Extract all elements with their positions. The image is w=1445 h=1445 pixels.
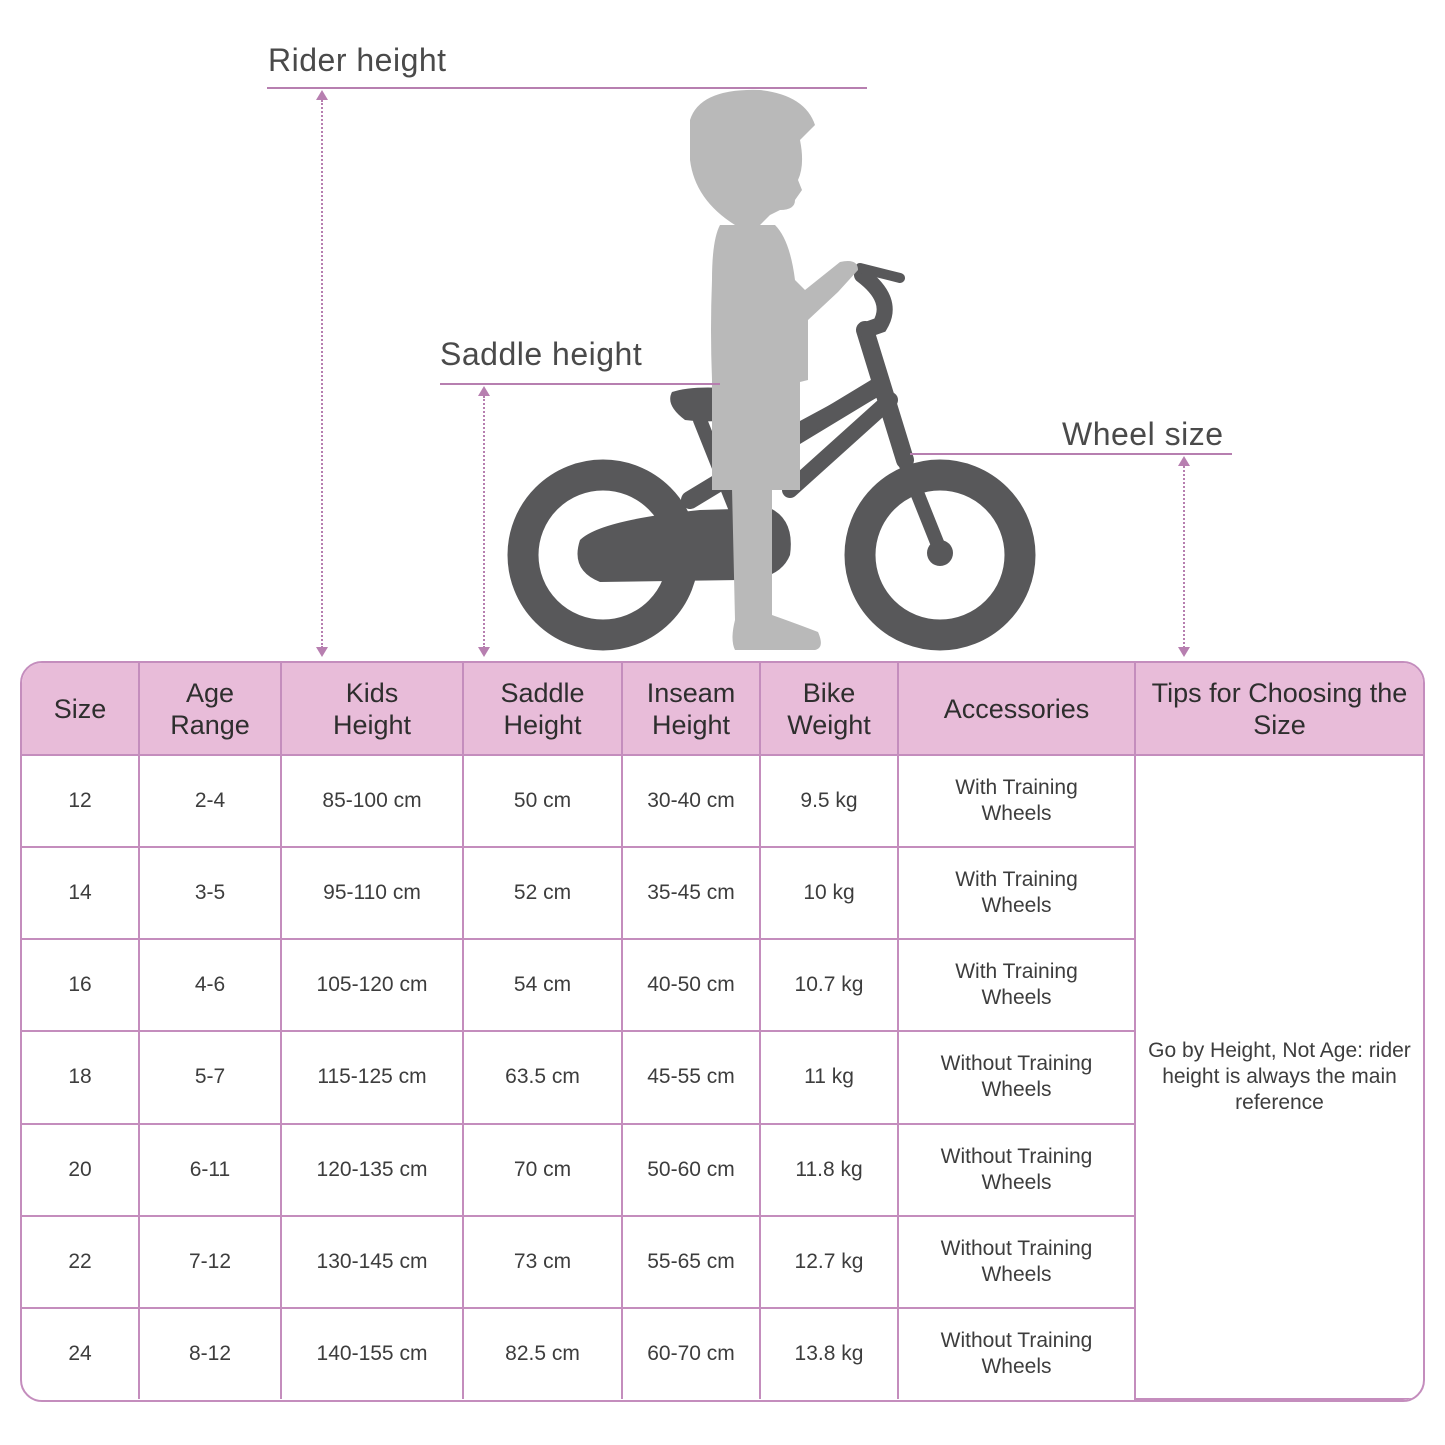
cell-age-range: 3-5 [138, 846, 282, 941]
cell-age-range: 5-7 [138, 1030, 282, 1125]
cell-age-range: 6-11 [138, 1122, 282, 1217]
cell-kids-height: 120-135 cm [280, 1122, 464, 1217]
table-row: 18 5-7 115-125 cm 63.5 cm 45-55 cm 11 kg Witho… [22, 1030, 1423, 1125]
table-row: 24 8-12 140-155 cm 82.5 cm 60-70 cm 13.8 kg Wi… [22, 1306, 1423, 1399]
header-age-range: Age Range [138, 663, 282, 756]
saddle-height-line [440, 383, 720, 385]
cell-saddle-height: 50 cm [462, 753, 623, 849]
arrow-up-icon [478, 386, 490, 396]
child-silhouette-icon [690, 89, 858, 650]
cell-size: 18 [22, 1030, 140, 1125]
cell-inseam-height: 50-60 cm [621, 1122, 761, 1217]
rider-height-line [267, 87, 867, 89]
cell-bike-weight: 9.5 kg [759, 753, 899, 849]
wheel-size-label: Wheel size [1062, 416, 1224, 452]
cell-kids-height: 95-110 cm [280, 846, 464, 941]
cell-bike-weight: 13.8 kg [759, 1306, 899, 1399]
cell-accessories: Without Training Wheels [897, 1030, 1136, 1125]
cell-inseam-height: 55-65 cm [621, 1214, 761, 1309]
arrow-up-icon [1178, 456, 1190, 466]
saddle-height-dimension [483, 396, 485, 648]
cell-size: 22 [22, 1214, 140, 1309]
table-row: 16 4-6 105-120 cm 54 cm 40-50 cm 10.7 kg With … [22, 938, 1423, 1033]
cell-bike-weight: 12.7 kg [759, 1214, 899, 1309]
saddle-height-label: Saddle height [440, 336, 643, 372]
table-row: 20 6-11 120-135 cm 70 cm 50-60 cm 11.8 kg With… [22, 1122, 1423, 1217]
rider-height-label: Rider height [268, 42, 447, 78]
cell-bike-weight: 11 kg [759, 1030, 899, 1125]
header-saddle-height: Saddle Height [462, 663, 623, 756]
cell-inseam-height: 40-50 cm [621, 938, 761, 1033]
cell-size: 14 [22, 846, 140, 941]
cell-inseam-height: 60-70 cm [621, 1306, 761, 1399]
cell-size: 24 [22, 1306, 140, 1399]
cell-size: 16 [22, 938, 140, 1033]
cell-inseam-height: 30-40 cm [621, 753, 761, 849]
arrow-down-icon [1178, 647, 1190, 657]
cell-bike-weight: 10.7 kg [759, 938, 899, 1033]
header-accessories: Accessories [897, 663, 1136, 756]
table-row: 14 3-5 95-110 cm 52 cm 35-45 cm 10 kg With Tra… [22, 846, 1423, 941]
cell-accessories: With Training Wheels [897, 846, 1136, 941]
table-row: 22 7-12 130-145 cm 73 cm 55-65 cm 12.7 kg With… [22, 1214, 1423, 1309]
cell-age-range: 7-12 [138, 1214, 282, 1309]
table-row: 12 2-4 85-100 cm 50 cm 30-40 cm 9.5 kg With Tr… [22, 753, 1423, 1400]
cell-saddle-height: 70 cm [462, 1122, 623, 1217]
cell-kids-height: 105-120 cm [280, 938, 464, 1033]
cell-tips: Go by Height, Not Age: rider height is a… [1134, 754, 1423, 1400]
cell-inseam-height: 35-45 cm [621, 846, 761, 941]
cell-saddle-height: 52 cm [462, 846, 623, 941]
cell-age-range: 2-4 [138, 753, 282, 849]
cell-saddle-height: 63.5 cm [462, 1030, 623, 1125]
rider-height-dimension [321, 100, 323, 648]
cell-size: 12 [22, 753, 140, 849]
arrow-down-icon [478, 647, 490, 657]
cell-bike-weight: 11.8 kg [759, 1122, 899, 1217]
header-kids-height: Kids Height [280, 663, 464, 756]
cell-saddle-height: 54 cm [462, 938, 623, 1033]
cell-saddle-height: 82.5 cm [462, 1306, 623, 1399]
arrow-down-icon [316, 647, 328, 657]
header-inseam-height: Inseam Height [621, 663, 761, 756]
cell-kids-height: 85-100 cm [280, 753, 464, 849]
cell-kids-height: 130-145 cm [280, 1214, 464, 1309]
front-hub-icon [927, 540, 953, 566]
cell-age-range: 4-6 [138, 938, 282, 1033]
header-tips: Tips for Choosing the Size [1134, 663, 1423, 756]
wheel-size-dimension [1183, 466, 1185, 648]
cell-age-range: 8-12 [138, 1306, 282, 1399]
cell-accessories: Without Training Wheels [897, 1122, 1136, 1217]
cell-bike-weight: 10 kg [759, 846, 899, 941]
cell-kids-height: 115-125 cm [280, 1030, 464, 1125]
cell-size: 20 [22, 1122, 140, 1217]
table-header-row: Size Age Range Kids Height Saddle Height… [22, 663, 1423, 756]
header-size: Size [22, 663, 140, 756]
size-chart-table: Size Age Range Kids Height Saddle Height… [20, 661, 1425, 1402]
cell-accessories: Without Training Wheels [897, 1306, 1136, 1399]
wheel-size-line [910, 453, 1232, 455]
arrow-up-icon [316, 90, 328, 100]
cell-kids-height: 140-155 cm [280, 1306, 464, 1399]
cell-inseam-height: 45-55 cm [621, 1030, 761, 1125]
cell-accessories: With Training Wheels [897, 753, 1136, 849]
cell-accessories: With Training Wheels [897, 938, 1136, 1033]
cell-saddle-height: 73 cm [462, 1214, 623, 1309]
child-on-bike-illustration [507, 89, 1036, 651]
header-bike-weight: Bike Weight [759, 663, 899, 756]
cell-accessories: Without Training Wheels [897, 1214, 1136, 1309]
